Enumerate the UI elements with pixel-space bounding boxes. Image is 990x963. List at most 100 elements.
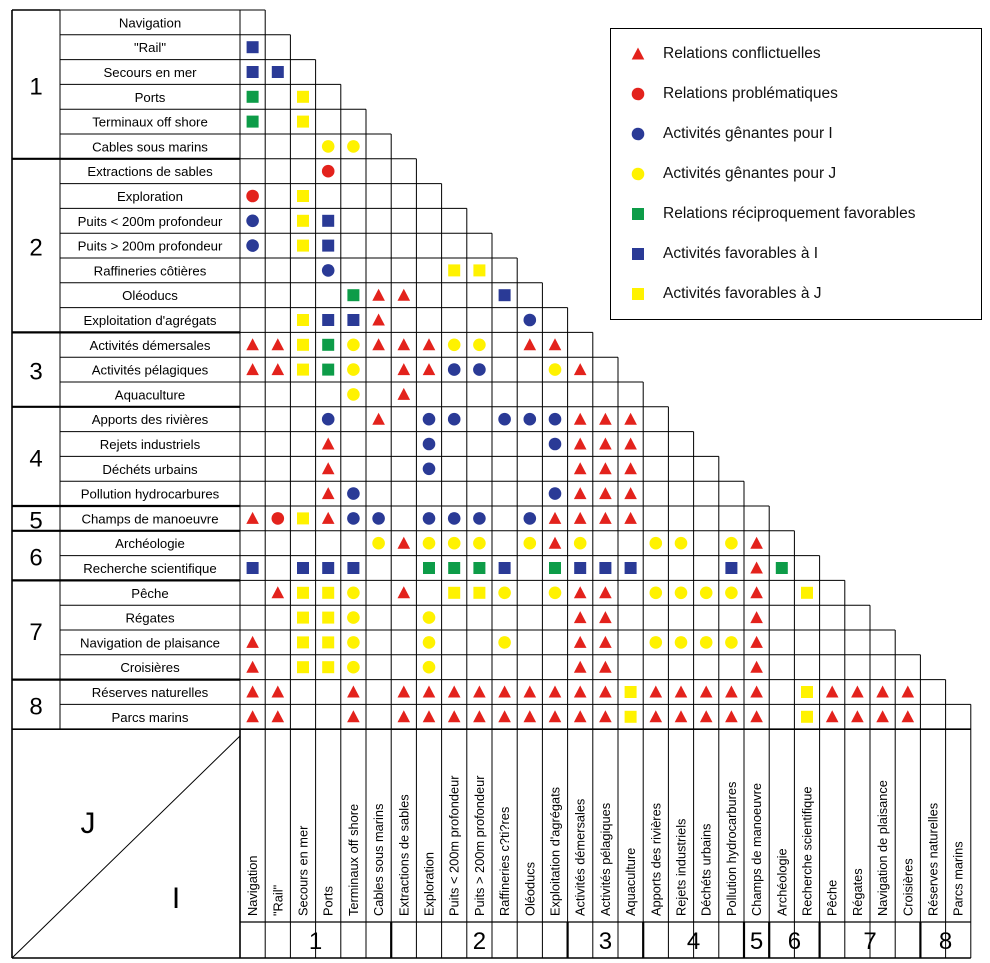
axis-label-j: J (81, 807, 96, 840)
column-label: Recherche scientifique (800, 787, 815, 916)
column-group-label: 7 (863, 928, 876, 955)
matrix-cell-symbol (473, 710, 486, 723)
legend-symbol (611, 239, 663, 269)
matrix-cell-symbol (599, 635, 612, 648)
matrix-cell-symbol (448, 586, 461, 599)
matrix-cell-symbol (548, 437, 562, 451)
row-label: Rejets industriels (100, 437, 201, 452)
matrix-cell-symbol (523, 338, 537, 351)
matrix-cell-symbol (347, 289, 360, 302)
row-label: Pollution hydrocarbures (81, 487, 220, 502)
matrix-cell-symbol (573, 412, 587, 425)
matrix-cell-symbol (372, 536, 385, 550)
matrix-cell-symbol (271, 66, 284, 78)
row-label: Navigation (119, 15, 181, 30)
matrix-cell-symbol (321, 511, 335, 524)
matrix-cell-symbol (498, 710, 511, 723)
matrix-cell-symbol (473, 536, 486, 550)
row-label: Navigation de plaisance (80, 635, 220, 650)
column-label: Terminaux off shore (346, 804, 361, 916)
row-label: Parcs marins (112, 710, 189, 725)
matrix-cell-symbol (825, 685, 839, 698)
matrix-cell-symbol (523, 536, 537, 550)
matrix-cell-symbol (775, 562, 788, 574)
matrix-cell-symbol (397, 363, 411, 376)
legend-symbol-mark (631, 87, 645, 101)
matrix-cell-symbol (347, 562, 360, 574)
matrix-cell-symbol (246, 660, 259, 673)
matrix-cell-symbol (725, 536, 738, 550)
column-labels: Navigation "Rail" Secours en mer Ports Termi… (245, 775, 966, 916)
row-label: Raffineries côtières (94, 263, 207, 278)
matrix-cell-symbol (674, 536, 688, 550)
matrix-cell-symbol (825, 710, 839, 723)
column-label: Ports (321, 886, 336, 916)
column-label: Régates (850, 868, 865, 916)
matrix-cell-symbol (750, 635, 763, 648)
matrix-cell-symbol (422, 512, 436, 525)
matrix-cell-symbol (548, 685, 562, 698)
matrix-cell-symbol (246, 363, 259, 376)
matrix-cell-symbol (498, 586, 511, 600)
column-label: Activités démersales (573, 799, 588, 916)
matrix-cell-symbol (624, 437, 637, 450)
matrix-cell-symbol (750, 561, 763, 574)
matrix-cell-symbol (649, 586, 663, 600)
legend-item: Relations problématiques (611, 79, 838, 109)
row-group-label: 2 (29, 235, 42, 262)
corner-axis-labels: J I (11, 735, 241, 959)
matrix-cell-symbol (297, 239, 309, 252)
row-group-label: 1 (29, 73, 42, 100)
matrix-cell-symbol (473, 562, 486, 574)
matrix-cell-symbol (624, 462, 637, 475)
matrix-cell-symbol (347, 710, 360, 723)
column-group-label: 2 (473, 928, 486, 955)
legend-symbol (611, 199, 663, 229)
legend-label: Activités favorables à J (663, 285, 822, 302)
matrix-cell-symbol (347, 660, 360, 674)
matrix-cell-symbol (322, 586, 335, 599)
matrix-cell-symbol (624, 562, 637, 574)
matrix-cell-symbol (573, 586, 587, 599)
column-label: Navigation (245, 856, 260, 916)
matrix-cell-symbol (297, 115, 309, 128)
row-label: Exploitation d'agrégats (83, 313, 216, 328)
matrix-cell-symbol (523, 313, 537, 327)
matrix-cell-symbol (297, 90, 309, 103)
row-group-label: 3 (29, 359, 42, 386)
matrix-cell-symbol (498, 412, 511, 426)
matrix-cell-symbol (347, 363, 360, 376)
matrix-cell-symbol (573, 363, 587, 376)
row-group-label: 7 (29, 619, 42, 646)
matrix-cell-symbol (573, 437, 587, 450)
row-label: Puits < 200m profondeur (78, 214, 223, 229)
matrix-cell-symbol (372, 288, 385, 301)
legend-item: Relations conflictuelles (611, 39, 821, 69)
row-group-label: 6 (29, 545, 42, 572)
matrix-cell-symbol (624, 412, 637, 425)
matrix-cell-symbol (624, 710, 637, 723)
matrix-cell-symbol (750, 536, 763, 549)
matrix-cell-symbol (599, 586, 612, 599)
legend-symbol-mark (631, 167, 645, 181)
legend-label: Relations problématiques (663, 85, 838, 102)
matrix-cell-symbol (347, 636, 360, 649)
column-label: Rejets industriels (674, 819, 689, 916)
legend-symbol (611, 119, 663, 149)
matrix-cell-symbol (321, 462, 335, 475)
legend-label: Activités gênantes pour J (663, 165, 837, 182)
matrix-cell-symbol (322, 636, 335, 649)
matrix-cell-symbol (347, 388, 360, 401)
column-group-label: 5 (750, 928, 763, 955)
matrix-cell-symbol (322, 611, 335, 624)
matrix-cell-symbol (322, 214, 335, 227)
matrix-cell-symbol (322, 314, 335, 326)
column-label: Secours en mer (296, 825, 311, 916)
column-label: Aquaculture (623, 848, 638, 916)
matrix-cell-symbol (523, 685, 537, 698)
column-label: Navigation de plaisance (875, 780, 890, 916)
matrix-cell-symbol (297, 562, 309, 574)
row-label: Exploration (117, 189, 183, 204)
column-label: Pollution hydrocarbures (724, 782, 739, 916)
matrix-cell-symbol (548, 363, 562, 376)
